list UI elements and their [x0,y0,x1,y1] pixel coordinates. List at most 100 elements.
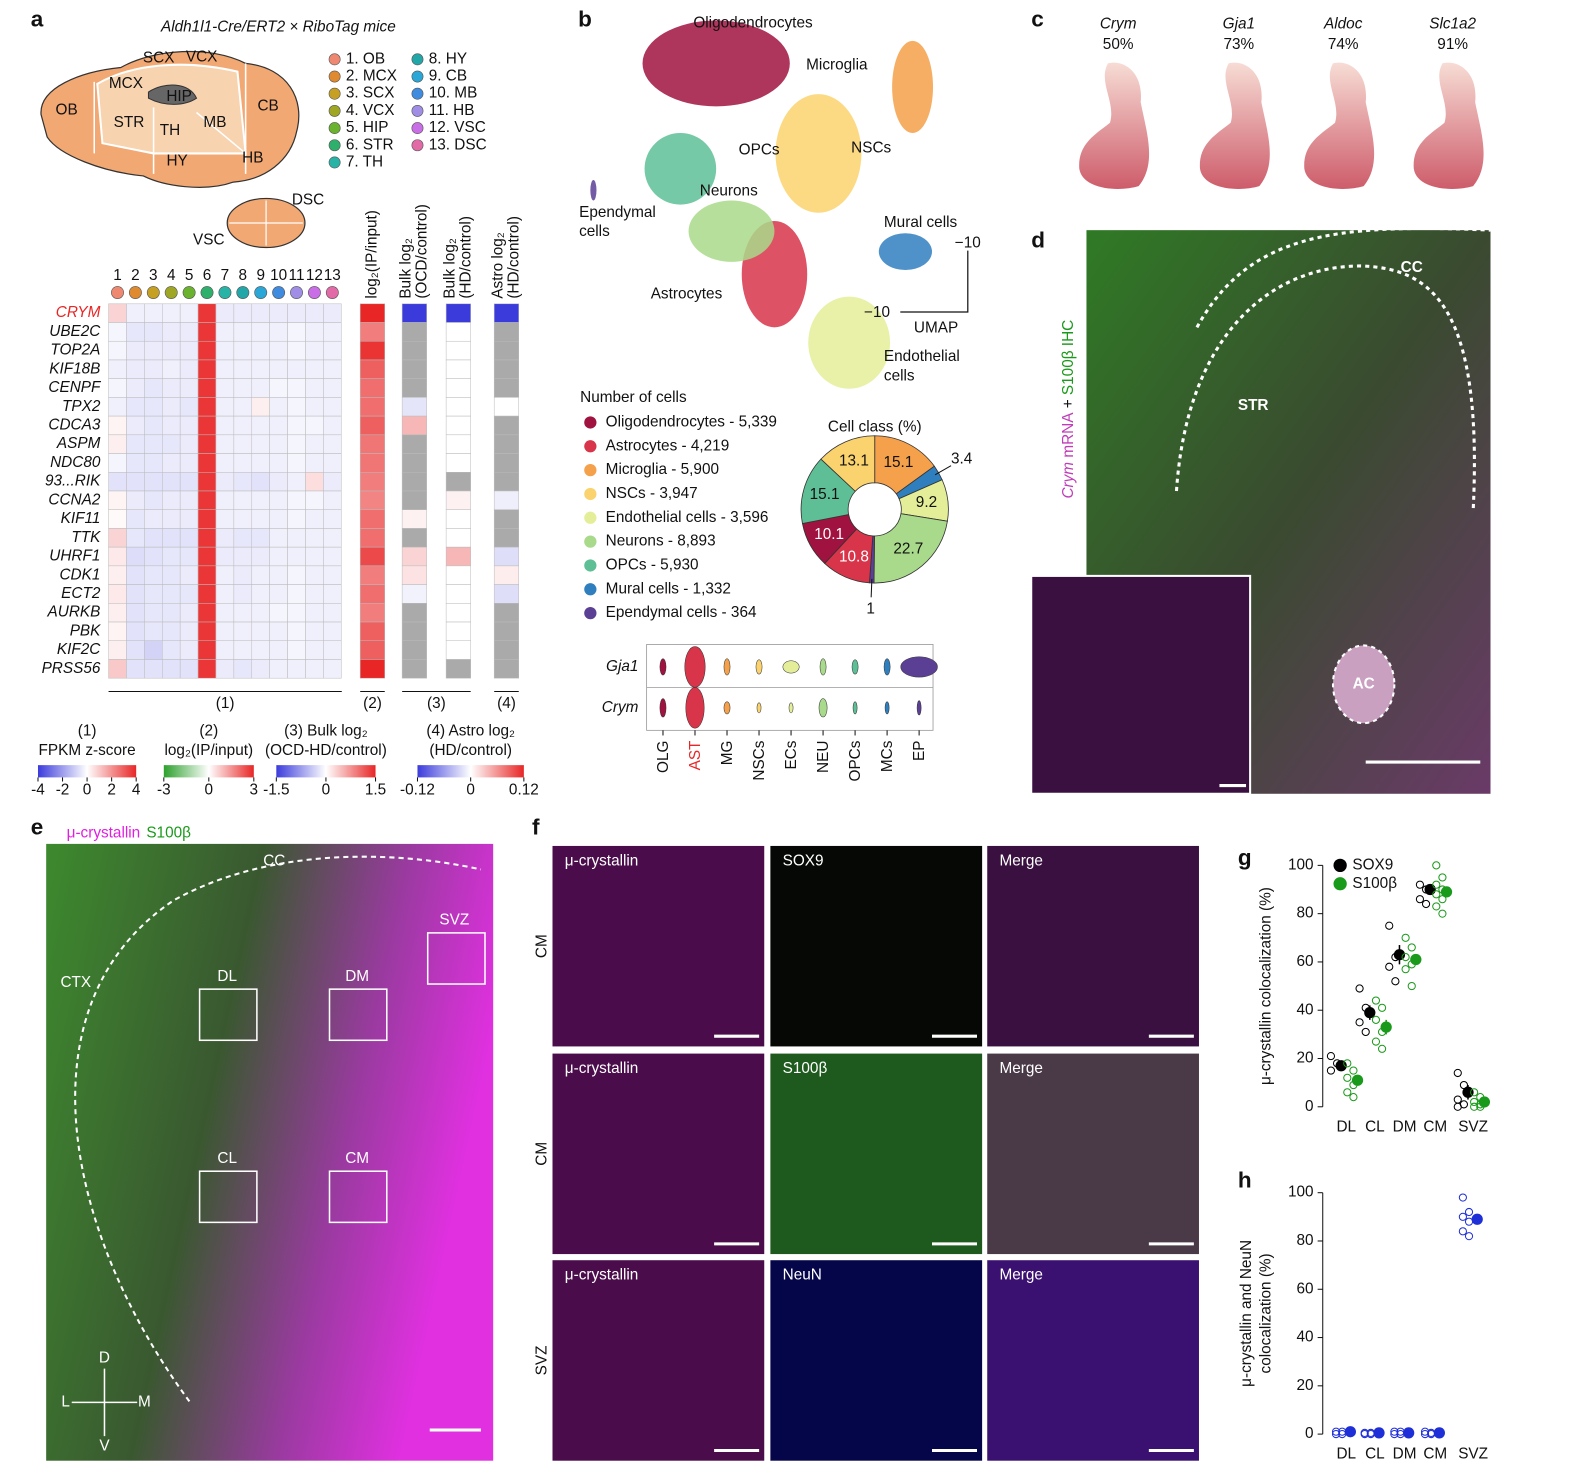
legend-label: 9. CB [429,68,467,85]
heatmap-cell [359,434,386,454]
data-point [1391,977,1400,986]
heatmap-cell [323,490,342,510]
heatmap-cell [197,603,217,623]
legend-swatch [584,416,597,429]
data-point [1401,953,1410,962]
heatmap-cell [445,528,471,548]
heatmap-cell [323,659,342,679]
heatmap-cell [126,340,145,361]
column-swatch [182,286,196,299]
gene-label: TOP2A [50,342,100,359]
pie-label: 10.8 [839,548,869,565]
heatmap-cell [287,603,306,623]
legend-swatch [1333,877,1347,891]
data-point [1349,1093,1358,1102]
legend-label: 8. HY [429,50,467,67]
data-point [1371,1037,1381,1046]
y-tick-label: 0 [1305,1425,1314,1442]
y-tick-label: 20 [1296,1377,1313,1394]
y-tick-label: 100 [1288,856,1314,873]
heatmap-cell [233,397,253,417]
heatmap-cell [401,303,427,323]
column-swatch [218,286,232,299]
data-point [1371,1015,1381,1024]
heatmap-cell [251,434,270,454]
gene-label: CRYM [56,304,101,321]
stain-part: mRNA [1060,412,1077,462]
violin [819,658,827,676]
colorbar-title: (3) Bulk log₂ [284,722,368,739]
umap-cluster [808,296,891,389]
x-tick-label: DM [1393,1446,1417,1463]
heatmap-cell [323,472,342,492]
region-label: CB [257,97,278,114]
mean-point [1403,1427,1415,1439]
micrograph-d [1030,226,1491,795]
heatmap-cell [162,584,181,604]
heatmap-cell [162,640,181,660]
legend-swatch [328,156,341,169]
column-header: log₂(IP/input) [364,210,381,299]
region-label: OB [56,102,78,119]
gene-label: NDC80 [50,454,101,471]
heatmap-cell [323,340,342,361]
gene-label: CDK1 [59,566,100,583]
heatmap-cell [269,453,288,473]
pie-label: 22.7 [893,540,923,557]
data-point [1458,1193,1467,1202]
micrograph [770,1053,983,1255]
violin [723,701,731,715]
heatmap-cell [359,472,386,492]
colorbar [417,765,524,778]
heatmap-cell [108,322,127,342]
violin [852,701,858,715]
heatmap-cell [269,584,288,604]
violin [883,658,891,676]
heatmap-cell [251,472,270,492]
heatmap-cell [162,490,181,510]
legend-swatch [328,87,341,100]
umap-cluster [892,40,934,133]
heatmap-cell [197,453,217,473]
heatmap-cell [108,453,127,473]
heatmap-cell [401,546,427,567]
colorbar-tick-label: -3 [157,782,171,799]
heatmap-cell [215,509,235,529]
heatmap-cell [269,415,288,436]
heatmap-cell [233,509,253,529]
heatmap-cell [287,546,306,567]
region-label: DL [217,968,237,985]
group-label: (1) [216,695,235,712]
column-swatch [146,286,160,299]
heatmap-cell [323,434,342,454]
row-label: CM [533,934,550,958]
heatmap-cell [269,565,288,585]
violin [659,698,667,718]
gene-label: UBE2C [49,323,101,340]
panel-label: SOX9 [783,852,824,869]
heatmap-cell [287,303,306,323]
heatmap-cell [359,509,386,529]
panel-letter: h [1238,1167,1252,1192]
heatmap-cell [445,453,471,473]
heatmap-cell [108,472,127,492]
heatmap-cell [323,528,342,548]
micrograph [987,845,1199,1047]
group-label: (4) [497,695,516,712]
heatmap-cell [323,603,342,623]
column-label: 7 [221,267,230,284]
heatmap-cell [126,415,145,436]
violin [659,658,667,676]
gene-label: CDCA3 [48,417,100,434]
heatmap-cell [144,565,163,585]
region-label: CC [263,852,285,869]
violin-category: EP [911,741,928,761]
heatmap-cell [215,322,235,342]
cluster-label: Ependymal [579,204,656,221]
umap-cluster [688,200,775,262]
percent-label: 50% [1103,36,1134,53]
heatmap-cell [233,528,253,548]
heatmap-cell [197,546,217,567]
heatmap-cell [251,528,270,548]
violin-category: NEU [815,741,832,773]
